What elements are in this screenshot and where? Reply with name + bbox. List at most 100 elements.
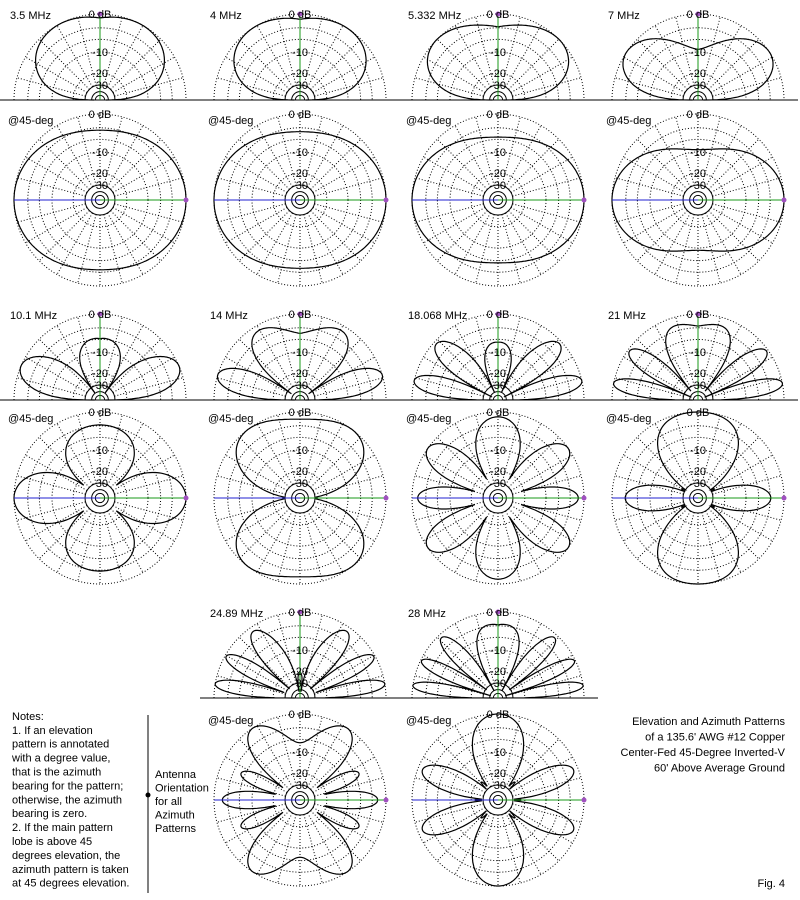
azimuth-grid-spoke [107, 125, 144, 188]
azimuth-grid-spoke [436, 210, 488, 262]
azimuth-grid-spoke [454, 725, 491, 788]
elevation-grid-spoke [636, 338, 688, 390]
ring-label: -20 [490, 368, 506, 380]
elevation-grid-spoke [614, 77, 684, 97]
elevation-grid-spoke [56, 325, 93, 388]
elevation-grid-ring [611, 313, 785, 401]
elevation-grid-spoke [225, 56, 288, 93]
elevation-grid-ring [213, 13, 387, 101]
azimuth-grid-spoke [454, 812, 491, 875]
frequency-label: 24.89 MHz [210, 608, 263, 620]
elevation-grid-ring [38, 339, 162, 401]
azimuth-grid-spoke [508, 810, 560, 862]
frequency-label: 21 MHz [608, 310, 646, 322]
azimuth-pattern [411, 136, 585, 264]
elevation-grid-spoke [38, 38, 90, 90]
azimuth-grid-spoke [423, 156, 486, 193]
azimuth-grid-spoke [705, 510, 742, 573]
elevation-grid-ring [636, 39, 760, 101]
elevation-grid-spoke [423, 56, 486, 93]
azimuth-label: @45-deg [208, 115, 253, 127]
azimuth-grid-spoke [256, 423, 293, 486]
azimuth-grid-spoke [512, 777, 582, 797]
azimuth-grid-spoke [114, 501, 184, 521]
ring-label: -30 [292, 380, 308, 392]
azimuth-pattern [13, 129, 187, 271]
azimuth-grid-spoke [238, 210, 290, 262]
elevation-grid-ring [411, 313, 585, 401]
elevation-grid-spoke [16, 77, 86, 97]
azimuth-grid-spoke [510, 454, 573, 491]
elevation-grid-spoke [508, 636, 560, 688]
note-line: with a degree value, [11, 753, 110, 765]
ring-label: -30 [92, 180, 108, 192]
elevation-grid-spoke [505, 25, 542, 88]
azimuth-grid-spoke [238, 436, 290, 488]
azimuth-grid-spoke [512, 803, 582, 823]
marker-dot [97, 11, 103, 17]
ring-label: 0 dB [487, 9, 510, 21]
elevation-grid-spoke [310, 338, 362, 390]
ring-label: 0 dB [89, 9, 112, 21]
elevation-grid-spoke [107, 325, 144, 388]
caption-line: of a 135.6' AWG #12 Copper [645, 731, 785, 743]
azimuth-grid-spoke [310, 508, 362, 560]
frequency-label: 18.068 MHz [408, 310, 467, 322]
elevation-grid-ring [238, 339, 362, 401]
marker-dot [383, 797, 389, 803]
azimuth-grid-spoke [16, 177, 86, 197]
ring-label: -30 [490, 780, 506, 792]
elevation-grid-ring [72, 372, 128, 401]
azimuth-grid-spoke [307, 510, 344, 573]
azimuth-grid-spoke [636, 138, 688, 190]
ring-label: -10 [92, 445, 108, 457]
elevation-grid-spoke [654, 25, 691, 88]
elevation-grid-spoke [114, 377, 184, 397]
azimuth-grid-spoke [654, 510, 691, 573]
azimuth-grid-spoke [710, 156, 773, 193]
elevation-grid-spoke [225, 654, 288, 691]
azimuth-grid-spoke [414, 777, 484, 797]
azimuth-grid-spoke [256, 125, 293, 188]
azimuth-grid-spoke [238, 508, 290, 560]
elevation-grid-spoke [238, 338, 290, 390]
ring-label: 0 dB [289, 109, 312, 121]
azimuth-grid-spoke [16, 475, 86, 495]
azimuth-grid-spoke [25, 207, 88, 244]
elevation-grid-spoke [56, 25, 93, 88]
azimuth-grid-spoke [705, 125, 742, 188]
elevation-grid-spoke [25, 356, 88, 393]
elevation-grid-ring [38, 39, 162, 101]
ring-label: -10 [690, 347, 706, 359]
elevation-grid-spoke [110, 38, 162, 90]
ring-label: 0 dB [289, 607, 312, 619]
note-line: 1. If an elevation [12, 725, 93, 737]
ring-label: -20 [690, 168, 706, 180]
azimuth-grid-spoke [501, 814, 521, 884]
elevation-grid-ring [625, 327, 771, 401]
marker-dot [781, 495, 787, 501]
azimuth-grid-spoke [414, 203, 484, 223]
azimuth-grid-spoke [705, 212, 742, 275]
note-line: bearing is zero. [12, 808, 87, 820]
ring-label: -30 [690, 380, 706, 392]
azimuth-grid-spoke [314, 203, 384, 223]
azimuth-grid-spoke [277, 512, 297, 582]
marker-dot [183, 197, 189, 203]
azimuth-grid-spoke [623, 156, 686, 193]
azimuth-grid-spoke [112, 207, 175, 244]
ring-label: -20 [690, 68, 706, 80]
azimuth-label: @45-deg [208, 413, 253, 425]
note-line: degrees elevation, the [12, 850, 120, 862]
ring-label: -20 [292, 368, 308, 380]
azimuth-grid-spoke [512, 203, 582, 223]
elevation-grid-spoke [307, 325, 344, 388]
note-line: pattern is annotated [12, 739, 109, 751]
marker-dot [695, 11, 701, 17]
azimuth-grid-spoke [38, 436, 90, 488]
azimuth-grid-spoke [303, 512, 323, 582]
marker-dot [581, 797, 587, 803]
ring-label: -20 [690, 368, 706, 380]
elevation-grid-spoke [312, 356, 375, 393]
azimuth-label: @45-deg [606, 413, 651, 425]
